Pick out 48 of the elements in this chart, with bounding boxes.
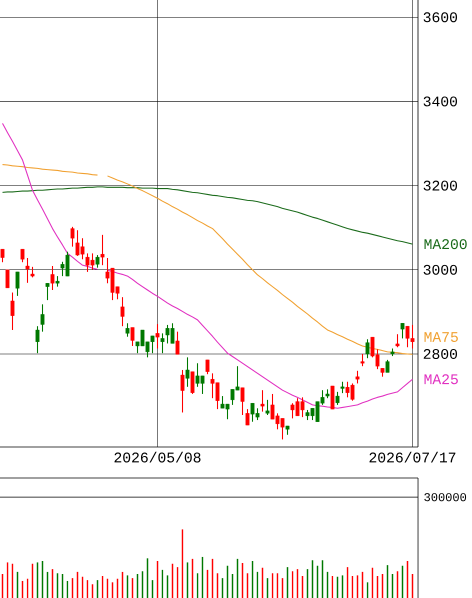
candlestick <box>336 391 340 406</box>
candlestick <box>340 381 344 394</box>
candlestick <box>186 356 190 388</box>
candlestick <box>130 326 134 347</box>
y-tick-label: 2800 <box>424 349 458 359</box>
x-tick-label: 2026/05/08 <box>114 452 201 462</box>
series-label: MA75 <box>424 332 458 342</box>
candlestick <box>26 257 30 284</box>
candlestick <box>50 265 54 291</box>
candlestick <box>400 322 404 339</box>
candlestick <box>240 387 244 416</box>
candlestick <box>260 390 264 412</box>
text: 300000 <box>424 493 466 502</box>
candlestick <box>70 226 74 248</box>
candlestick <box>360 353 364 367</box>
candlestick <box>190 371 194 394</box>
candlestick <box>386 359 390 374</box>
y-tick-label: 3000 <box>424 264 458 275</box>
candlestick <box>10 292 14 331</box>
candlestick <box>20 248 24 263</box>
candlestick <box>246 408 250 426</box>
candlestick <box>30 266 34 278</box>
candlestick <box>56 276 60 288</box>
candlestick <box>266 399 270 416</box>
series-label: MA25 <box>424 374 458 384</box>
candlestick <box>0 248 4 263</box>
candlestick <box>36 326 40 354</box>
candlestick <box>396 334 400 348</box>
candlestick <box>120 296 124 327</box>
y-tick-label: 3600 <box>424 12 458 22</box>
candlestick <box>180 369 184 414</box>
candlestick <box>126 322 130 338</box>
candlestick <box>46 282 50 301</box>
candlestick <box>366 338 370 359</box>
candlestick <box>356 370 360 384</box>
candlestick <box>96 254 100 268</box>
y-tick-label: 3400 <box>424 96 458 106</box>
series-label: MA200 <box>424 239 467 250</box>
candlestick <box>176 331 180 355</box>
candlestick <box>156 324 160 350</box>
candlestick <box>206 359 210 375</box>
y-tick-label: 3200 <box>424 180 458 191</box>
candlestick <box>16 271 20 296</box>
candlestick <box>6 269 10 288</box>
candlestick <box>40 304 44 332</box>
x-tick-label: 2026/07/17 <box>370 452 456 462</box>
candlestick <box>160 332 164 354</box>
candlestick <box>100 234 104 266</box>
